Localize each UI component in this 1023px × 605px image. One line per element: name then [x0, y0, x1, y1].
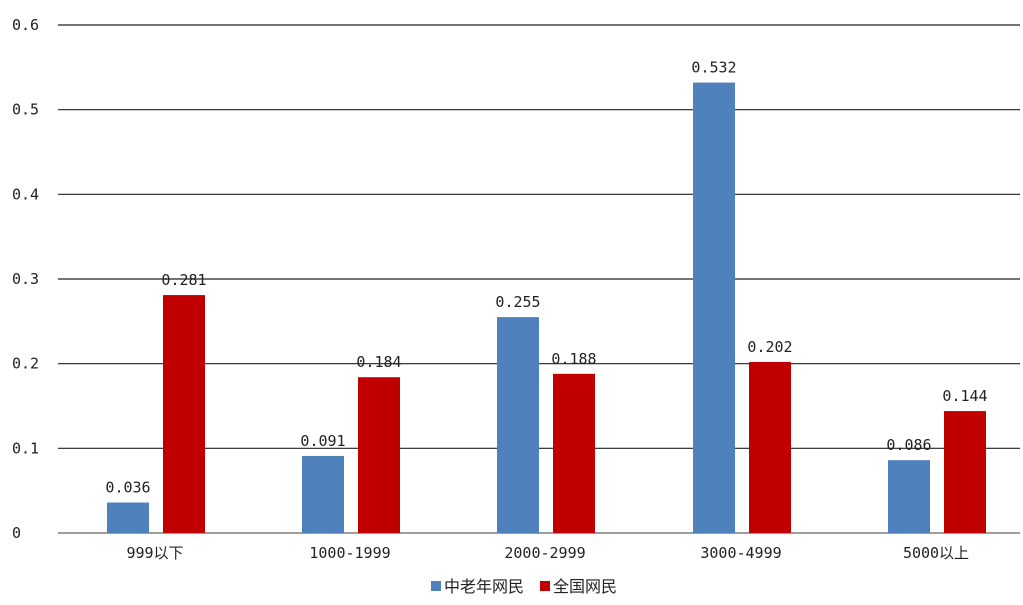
y-tick-label: 0.3 [12, 270, 39, 288]
x-category-label: 5000以上 [903, 544, 969, 562]
data-label-series-0-0: 0.036 [105, 479, 150, 497]
data-label-series-0-4: 0.086 [886, 436, 931, 454]
legend: 中老年网民 全国网民 [431, 577, 617, 596]
x-axis-categories: 999以下 1000-1999 2000-2999 3000-4999 5000以上 [126, 544, 969, 562]
bar-series-1-2 [553, 373, 595, 533]
y-tick-label: 0.5 [12, 101, 39, 119]
bar-series-1-4 [944, 411, 986, 533]
bar-series-0-3 [693, 82, 735, 533]
legend-swatch-series-1 [540, 581, 550, 591]
bars [107, 82, 986, 533]
data-label-series-1-2: 0.188 [551, 350, 596, 368]
data-label-series-1-3: 0.202 [747, 338, 792, 356]
data-label-series-0-3: 0.532 [691, 59, 736, 77]
y-tick-label: 0 [12, 524, 21, 542]
x-category-label: 2000-2999 [504, 544, 585, 562]
data-label-series-1-4: 0.144 [942, 387, 987, 405]
y-tick-label: 0.4 [12, 185, 39, 203]
x-category-label: 3000-4999 [700, 544, 781, 562]
legend-label-series-0: 中老年网民 [444, 577, 524, 596]
bar-series-0-0 [107, 502, 149, 533]
bar-series-0-4 [888, 460, 930, 533]
bar-series-0-1 [302, 455, 344, 533]
bar-series-1-0 [163, 295, 205, 533]
gridlines [58, 24, 1020, 534]
y-tick-label: 0.2 [12, 355, 39, 373]
data-label-series-1-1: 0.184 [356, 353, 401, 371]
data-label-series-1-0: 0.281 [161, 271, 206, 289]
data-labels: 0.036 0.091 0.255 0.532 0.086 0.281 0.184 0.188… [105, 59, 987, 497]
y-axis-ticks: 0 0.1 0.2 0.3 0.4 0.5 0.6 [12, 16, 39, 542]
legend-swatch-series-0 [431, 581, 441, 591]
x-category-label: 999以下 [126, 544, 183, 562]
bar-series-0-2 [497, 317, 539, 533]
bar-series-1-3 [749, 361, 791, 533]
y-tick-label: 0.6 [12, 16, 39, 34]
data-label-series-0-2: 0.255 [495, 293, 540, 311]
bar-series-1-1 [358, 377, 400, 533]
y-tick-label: 0.1 [12, 439, 39, 457]
legend-label-series-1: 全国网民 [553, 577, 617, 596]
x-category-label: 1000-1999 [309, 544, 390, 562]
data-label-series-0-1: 0.091 [300, 432, 345, 450]
